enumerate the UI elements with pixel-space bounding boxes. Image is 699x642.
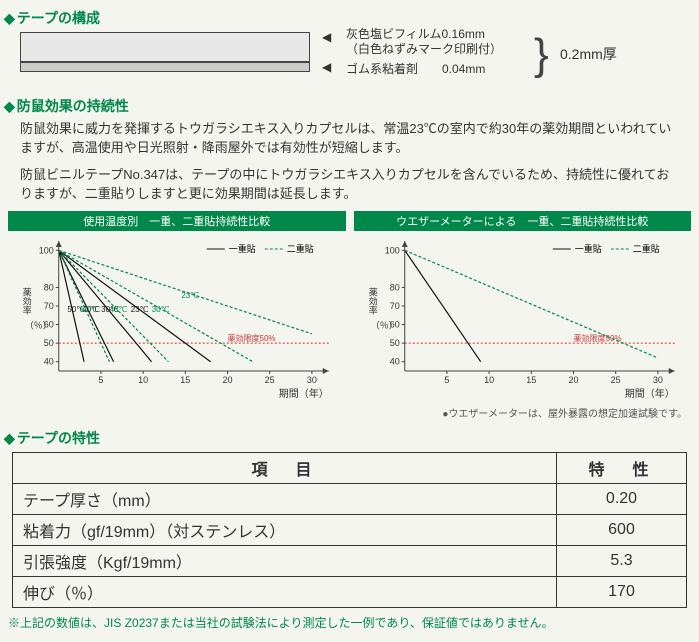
svg-text:（％）: （％） <box>370 321 397 331</box>
svg-text:5: 5 <box>444 375 449 385</box>
svg-text:薬効限度50%: 薬効限度50% <box>228 334 276 344</box>
svg-text:100: 100 <box>384 246 399 256</box>
svg-text:25: 25 <box>610 375 620 385</box>
svg-text:40: 40 <box>44 357 54 367</box>
svg-text:20: 20 <box>568 375 578 385</box>
thickness-label: 0.2mm厚 <box>560 46 617 64</box>
svg-text:10: 10 <box>138 375 148 385</box>
svg-text:15: 15 <box>180 375 190 385</box>
svg-text:一重貼: 一重貼 <box>229 243 256 254</box>
svg-text:薬効限度50%: 薬効限度50% <box>573 334 621 344</box>
section-title-durability: 防鼠効果の持続性 <box>4 96 699 116</box>
layer-label-film: 灰色塩ビフィルム0.16mm（白色ねずみマーク印刷付） <box>346 27 502 57</box>
layer-film <box>20 32 310 62</box>
layer-diagram: ◀ ◀ 灰色塩ビフィルム0.16mm（白色ねずみマーク印刷付） ゴム系粘着剤 0… <box>20 32 679 88</box>
svg-text:80: 80 <box>44 283 54 293</box>
svg-text:（％）: （％） <box>25 321 52 331</box>
svg-text:40: 40 <box>389 357 399 367</box>
svg-text:5: 5 <box>98 375 103 385</box>
properties-table: 項 目 特 性 テープ厚さ（mm）0.20粘着力（gf/19mm）（対ステンレス… <box>12 452 687 608</box>
svg-text:30℃: 30℃ <box>152 305 170 314</box>
svg-text:20: 20 <box>222 375 232 385</box>
svg-text:100: 100 <box>39 246 54 256</box>
svg-text:70: 70 <box>389 301 399 311</box>
section-title-properties: テープの特性 <box>4 428 699 448</box>
svg-text:50: 50 <box>44 339 54 349</box>
svg-text:10: 10 <box>484 375 494 385</box>
svg-text:30: 30 <box>652 375 662 385</box>
table-head-item: 項 目 <box>13 453 557 484</box>
svg-text:薬効率: 薬効率 <box>367 287 377 316</box>
arrow-line: ◀ <box>322 30 331 45</box>
svg-text:30: 30 <box>307 375 317 385</box>
disclaimer: 上記の数値は、JIS Z0237または当社の試験法により測定した一例であり、保証… <box>8 614 691 631</box>
chart-title-b: ウエザーメーターによる 一重、二重貼持続性比較 <box>354 211 692 231</box>
chart-weathermeter: ウエザーメーターによる 一重、二重貼持続性比較 4050607080100510… <box>354 211 692 401</box>
svg-text:薬効率: 薬効率 <box>22 287 32 316</box>
svg-text:80: 80 <box>389 283 399 293</box>
svg-text:一重貼: 一重貼 <box>574 243 601 254</box>
svg-text:期間（年）: 期間（年） <box>279 387 329 400</box>
table-cell-value: 0.20 <box>557 484 687 515</box>
durability-text-2: 防鼠ビニルテープNo.347は、テープの中にトウガラシエキス入りカプセルを含んで… <box>20 166 679 204</box>
chart-title-a: 使用温度別 一重、二重貼持続性比較 <box>8 211 346 231</box>
table-cell-item: テープ厚さ（mm） <box>13 484 557 515</box>
svg-text:25: 25 <box>265 375 275 385</box>
svg-text:50: 50 <box>389 339 399 349</box>
layer-adhesive <box>20 62 310 72</box>
svg-text:40℃: 40℃ <box>110 305 128 314</box>
section-title-composition: テープの構成 <box>4 8 699 28</box>
arrow-line: ◀ <box>322 60 331 75</box>
svg-text:期間（年）: 期間（年） <box>624 387 674 400</box>
svg-text:二重貼: 二重貼 <box>287 243 314 254</box>
svg-text:50℃: 50℃ <box>80 305 98 314</box>
svg-text:23℃: 23℃ <box>181 291 199 300</box>
table-cell-value: 600 <box>557 515 687 546</box>
table-head-value: 特 性 <box>557 453 687 484</box>
layer-label-adhesive: ゴム系粘着剤 0.04mm <box>346 62 485 77</box>
table-cell-item: 粘着力（gf/19mm）（対ステンレス） <box>13 515 557 546</box>
svg-text:23℃: 23℃ <box>131 305 149 314</box>
table-cell-item: 伸び（％） <box>13 577 557 608</box>
svg-text:70: 70 <box>44 301 54 311</box>
durability-text-1: 防鼠効果に威力を発揮するトウガラシエキス入りカプセルは、常温23℃の室内で約30… <box>20 120 679 158</box>
table-cell-value: 5.3 <box>557 546 687 577</box>
chart-temperature: 使用温度別 一重、二重貼持続性比較 4050607080100510152025… <box>8 211 346 401</box>
table-cell-value: 170 <box>557 577 687 608</box>
svg-text:二重貼: 二重貼 <box>632 243 659 254</box>
brace-icon: } <box>534 30 549 80</box>
svg-text:15: 15 <box>526 375 536 385</box>
chart-footnote: ●ウエザーメーターは、屋外暴露の想定加速試験です。 <box>0 405 687 420</box>
table-cell-item: 引張強度（Kgf/19mm） <box>13 546 557 577</box>
